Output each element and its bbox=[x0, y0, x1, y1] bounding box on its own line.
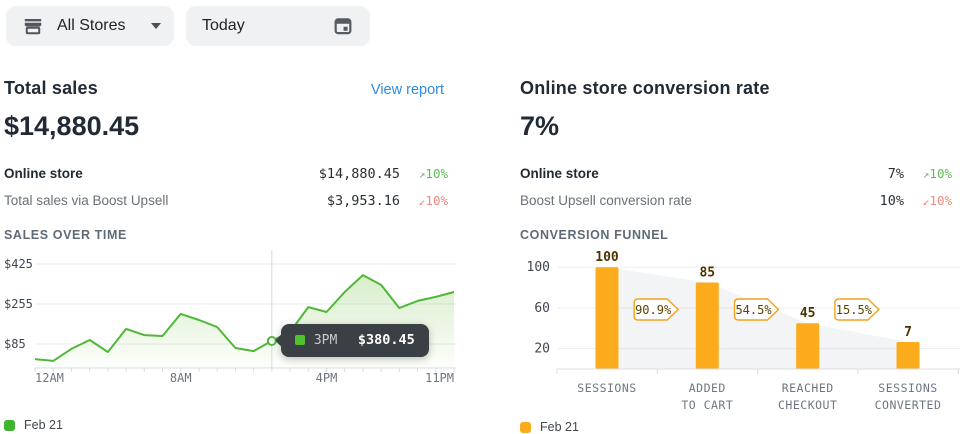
trend-up-arrow-icon: ↗ bbox=[922, 168, 930, 181]
sales-over-time-heading: SALES OVER TIME bbox=[4, 228, 127, 242]
metric-row-online-store: Online store $14,880.45 ↗10% bbox=[4, 160, 456, 187]
svg-text:85: 85 bbox=[699, 266, 715, 281]
legend-label: Feb 21 bbox=[540, 420, 579, 434]
svg-text:12AM: 12AM bbox=[35, 371, 64, 385]
metric-value: $14,880.45 bbox=[318, 165, 400, 182]
svg-text:100: 100 bbox=[527, 260, 550, 275]
calendar-icon bbox=[332, 15, 354, 37]
delta-badge: ↙10% bbox=[400, 193, 448, 208]
conversion-header: Online store conversion rate bbox=[520, 70, 960, 99]
chart-tooltip: 3PM $380.45 bbox=[280, 323, 429, 357]
total-sales-title: Total sales bbox=[4, 78, 98, 98]
conversion-breakdown: Online store 7% ↗10% Boost Upsell conver… bbox=[520, 160, 960, 214]
conversion-title: Online store conversion rate bbox=[520, 78, 770, 98]
view-report-link[interactable]: View report bbox=[370, 82, 444, 98]
metric-value: 7% bbox=[887, 165, 904, 182]
svg-text:60: 60 bbox=[534, 301, 550, 316]
svg-text:45: 45 bbox=[800, 306, 816, 321]
total-sales-value: $14,880.45 bbox=[4, 111, 140, 141]
svg-text:4PM: 4PM bbox=[316, 371, 338, 385]
metric-value: 10% bbox=[879, 192, 904, 209]
delta-badge: ↗10% bbox=[904, 166, 952, 181]
metric-row-online-store-rate: Online store 7% ↗10% bbox=[520, 160, 960, 187]
svg-text:90.9%: 90.9% bbox=[635, 303, 672, 317]
conversion-funnel-chart[interactable]: 100 60 20 100 85 45 7 90.9% 54.5% 15.5% SESSIONS AD… bbox=[520, 250, 960, 416]
delta-value: 10% bbox=[929, 193, 952, 208]
svg-text:$425: $425 bbox=[4, 257, 33, 271]
svg-text:SESSIONS: SESSIONS bbox=[878, 381, 937, 395]
svg-text:CHECKOUT: CHECKOUT bbox=[778, 398, 837, 412]
tooltip-series-swatch bbox=[294, 335, 305, 346]
svg-text:REACHED: REACHED bbox=[782, 381, 834, 395]
tooltip-time: 3PM bbox=[313, 332, 338, 348]
svg-text:11PM: 11PM bbox=[425, 371, 454, 385]
sales-chart-block: $425 $255 $85 12AM 8AM 4PM 11PM 3PM $380.45 bbox=[4, 250, 456, 390]
trend-down-arrow-icon: ↙ bbox=[922, 195, 930, 208]
svg-text:15.5%: 15.5% bbox=[836, 303, 873, 317]
svg-text:CONVERTED: CONVERTED bbox=[875, 398, 942, 412]
metric-label: Online store bbox=[4, 166, 83, 181]
delta-value: 10% bbox=[425, 166, 448, 181]
metric-row-boost-upsell-rate: Boost Upsell conversion rate 10% ↙10% bbox=[520, 187, 960, 214]
storefront-icon bbox=[22, 15, 44, 37]
legend-swatch-orange bbox=[520, 421, 531, 433]
metric-label: Boost Upsell conversion rate bbox=[520, 193, 692, 208]
svg-text:SESSIONS: SESSIONS bbox=[577, 381, 636, 395]
trend-down-arrow-icon: ↙ bbox=[418, 195, 426, 208]
metric-value: $3,953.16 bbox=[326, 192, 400, 209]
svg-text:100: 100 bbox=[595, 250, 619, 265]
tooltip-value: $380.45 bbox=[357, 332, 415, 349]
metric-row-boost-upsell: Total sales via Boost Upsell $3,953.16 ↙… bbox=[4, 187, 456, 214]
funnel-legend: Feb 21 bbox=[520, 420, 960, 434]
date-filter-button[interactable]: Today bbox=[186, 6, 370, 46]
delta-value: 10% bbox=[425, 193, 448, 208]
legend-swatch-green bbox=[4, 419, 15, 431]
legend-label: Feb 21 bbox=[24, 418, 63, 432]
svg-text:$85: $85 bbox=[4, 337, 26, 351]
total-sales-breakdown: Online store $14,880.45 ↗10% Total sales… bbox=[4, 160, 456, 214]
delta-badge: ↙10% bbox=[904, 193, 952, 208]
sales-legend: Feb 21 bbox=[4, 418, 456, 432]
total-sales-panel: Total sales View report $14,880.45 Onlin… bbox=[4, 70, 456, 432]
conversion-value: 7% bbox=[520, 111, 560, 141]
metric-label: Online store bbox=[520, 166, 599, 181]
trend-up-arrow-icon: ↗ bbox=[418, 168, 426, 181]
topbar: All Stores Today bbox=[6, 6, 370, 46]
conversion-rate-panel: Online store conversion rate 7% Online s… bbox=[520, 70, 960, 434]
svg-text:8AM: 8AM bbox=[170, 371, 192, 385]
svg-text:ADDED: ADDED bbox=[689, 381, 726, 395]
svg-text:TO CART: TO CART bbox=[681, 398, 733, 412]
delta-value: 10% bbox=[929, 166, 952, 181]
total-sales-header: Total sales View report bbox=[4, 70, 456, 99]
store-filter-label: All Stores bbox=[57, 17, 126, 34]
sales-line-chart[interactable]: $425 $255 $85 12AM 8AM 4PM 11PM bbox=[4, 250, 460, 390]
funnel-chart-block: 100 60 20 100 85 45 7 90.9% 54.5% 15.5% SESSIONS AD… bbox=[520, 250, 960, 416]
delta-badge: ↗10% bbox=[400, 166, 448, 181]
svg-text:$255: $255 bbox=[4, 297, 33, 311]
svg-text:7: 7 bbox=[904, 325, 912, 340]
conversion-funnel-heading: CONVERSION FUNNEL bbox=[520, 228, 669, 242]
svg-text:54.5%: 54.5% bbox=[735, 303, 772, 317]
svg-text:20: 20 bbox=[534, 342, 550, 357]
store-filter-button[interactable]: All Stores bbox=[6, 6, 174, 46]
date-filter-label: Today bbox=[202, 17, 245, 34]
metric-label: Total sales via Boost Upsell bbox=[4, 193, 169, 208]
chevron-down-icon bbox=[151, 23, 162, 29]
